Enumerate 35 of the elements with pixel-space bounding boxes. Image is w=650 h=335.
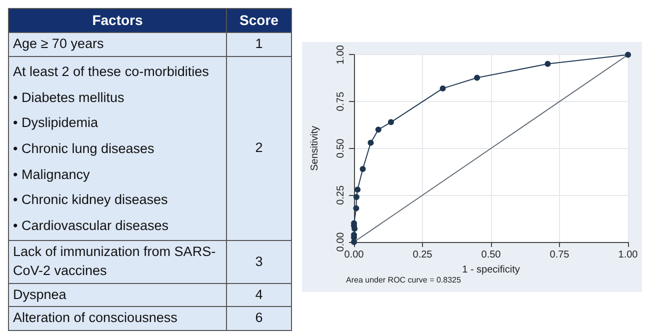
point: [440, 85, 446, 92]
x-tick-label: 0.75: [550, 250, 570, 260]
category-label: Dyspnea: [8, 283, 226, 307]
data-label: 1: [226, 32, 292, 56]
point: [360, 166, 366, 172]
point: [353, 205, 360, 212]
point: [353, 194, 360, 200]
data-label: 3: [226, 240, 292, 284]
text: Area under ROC curve = 0.8325: [346, 276, 462, 284]
point: [625, 52, 631, 58]
data-label: 4: [226, 283, 292, 307]
x-axis-title: 1 - specificity: [462, 264, 520, 276]
data-label: 6: [226, 306, 292, 330]
y-tick-label: 1.00: [336, 44, 346, 64]
category-label: Age ≥ 70 years: [8, 32, 226, 56]
point: [388, 119, 394, 126]
text: Factors: [8, 8, 226, 33]
point: [368, 140, 374, 146]
y-tick-label: 0.75: [336, 91, 346, 112]
y-tick-label: 0.50: [336, 138, 346, 158]
point: [544, 60, 551, 67]
y-axis-title: Sensitivity: [310, 126, 320, 171]
x-tick-label: 1.00: [618, 250, 638, 260]
point: [474, 74, 480, 81]
point: [354, 186, 361, 193]
data-label: 2: [226, 56, 292, 241]
category-label: At least 2 of these co-morbidities • Diabetes mellitus • Dyslipidemia • Chronic lung diseases • Malignancy • Chronic kidney diseases • Cardiovascular diseases: [8, 56, 226, 241]
x-tick-label: 0.00: [344, 250, 364, 260]
y-tick-label: 0.25: [336, 185, 346, 205]
category-label: Alteration of consciousness: [8, 306, 226, 330]
point: [375, 126, 382, 133]
x-tick-label: 0.50: [481, 250, 502, 260]
text: Score: [226, 8, 292, 33]
category-label: Lack of immunization from SARS-CoV-2 vaccines: [8, 240, 226, 284]
x-tick-label: 0.25: [412, 250, 433, 260]
